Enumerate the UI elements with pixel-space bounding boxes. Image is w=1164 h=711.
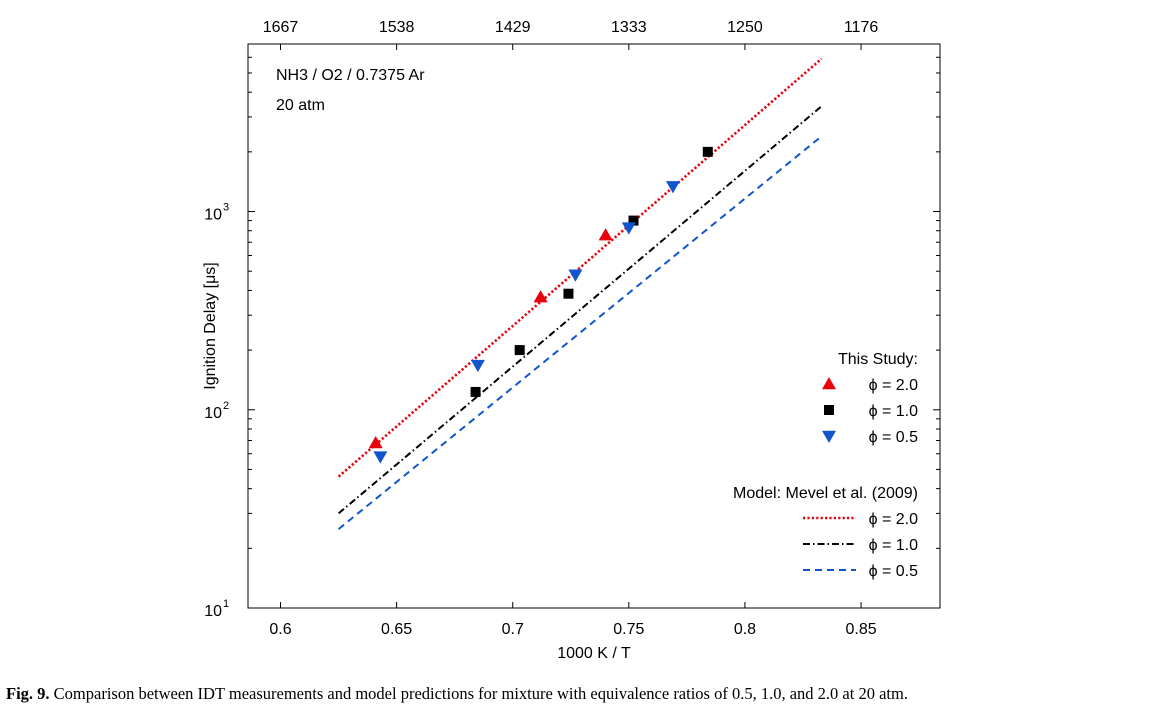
y-tick-label-base: 10 — [204, 207, 222, 224]
x-tick-label: 0.8 — [734, 621, 756, 638]
y-tick-label-exponent: 1 — [223, 598, 229, 610]
data-point-triangle-down — [621, 222, 636, 235]
data-point-triangle-down — [568, 269, 583, 282]
y-tick-label-base: 10 — [204, 603, 222, 620]
data-point-triangle-down — [373, 451, 388, 464]
figure-caption: Fig. 9. Comparison between IDT measureme… — [6, 684, 1158, 704]
legend-marker-triangle-down — [822, 430, 836, 443]
data-point-triangle-up — [368, 435, 383, 449]
x-tick-label: 0.85 — [845, 621, 876, 638]
data-point-triangle-down — [665, 181, 680, 194]
data-point-triangle-up — [598, 228, 613, 241]
y-tick-label: 10 1 — [204, 598, 229, 620]
model-line — [337, 105, 823, 515]
legend-marker-square — [824, 405, 834, 415]
top-axis-tick-label: 1176 — [844, 19, 879, 36]
top-axis-tick-label: 1667 — [263, 19, 299, 36]
legend-label: ϕ = 1.0 — [869, 537, 919, 554]
top-axis-tick-label: 1333 — [611, 19, 647, 36]
data-point-square — [563, 288, 574, 299]
annotation-mixture: NH3 / O2 / 0.7375 Ar — [276, 67, 425, 84]
data-point-square — [514, 345, 525, 356]
legend-label: ϕ = 2.0 — [869, 377, 919, 394]
x-tick-label: 0.6 — [269, 621, 291, 638]
annotation-pressure: 20 atm — [276, 97, 325, 114]
legend-label: ϕ = 2.0 — [869, 511, 919, 528]
x-tick-label: 0.65 — [381, 621, 412, 638]
tick-labels: 0.6 0.65 0.7 0.75 0.8 0.85 1667 1538 1429 1333 125… — [204, 19, 878, 638]
y-tick-label-base: 10 — [204, 405, 222, 422]
x-axis-label: 1000 K / T — [557, 645, 631, 662]
y-axis-label: Ignition Delay [μs] — [202, 262, 219, 390]
data-point-square — [470, 386, 481, 397]
model-line — [337, 57, 823, 478]
x-tick-label: 0.7 — [502, 621, 524, 638]
model-lines — [337, 57, 823, 530]
legend-marker-triangle-up — [822, 377, 836, 390]
model-line — [337, 135, 823, 530]
legend-label: ϕ = 1.0 — [869, 403, 919, 420]
data-point-square — [628, 215, 639, 226]
axis-ticks — [248, 43, 940, 609]
data-point-square — [702, 146, 713, 157]
data-point-triangle-down — [470, 359, 485, 373]
y-tick-label-exponent: 3 — [223, 202, 229, 214]
legend-label: ϕ = 0.5 — [869, 563, 919, 580]
top-axis-tick-label: 1250 — [727, 19, 763, 36]
legend-model-title: Model: Mevel et al. (2009) — [733, 485, 918, 502]
top-axis-tick-label: 1429 — [495, 19, 531, 36]
legend-study-title: This Study: — [838, 351, 918, 368]
data-point-triangle-up — [533, 290, 548, 303]
data-markers — [368, 146, 713, 464]
legend: ϕ = 2.0 ϕ = 1.0 ϕ = 0.5 ϕ = 2.0 ϕ = 1.0 ϕ = 0… — [803, 377, 918, 580]
top-axis-tick-label: 1538 — [379, 19, 415, 36]
plot-area — [247, 43, 941, 609]
caption-label: Fig. 9. — [6, 684, 50, 703]
y-tick-label: 10 2 — [204, 400, 229, 422]
x-tick-label: 0.75 — [613, 621, 644, 638]
y-tick-label: 10 3 — [204, 202, 229, 224]
legend-label: ϕ = 0.5 — [869, 429, 919, 446]
caption-text: Comparison between IDT measurements and … — [49, 684, 908, 703]
y-tick-label-exponent: 2 — [223, 400, 229, 412]
